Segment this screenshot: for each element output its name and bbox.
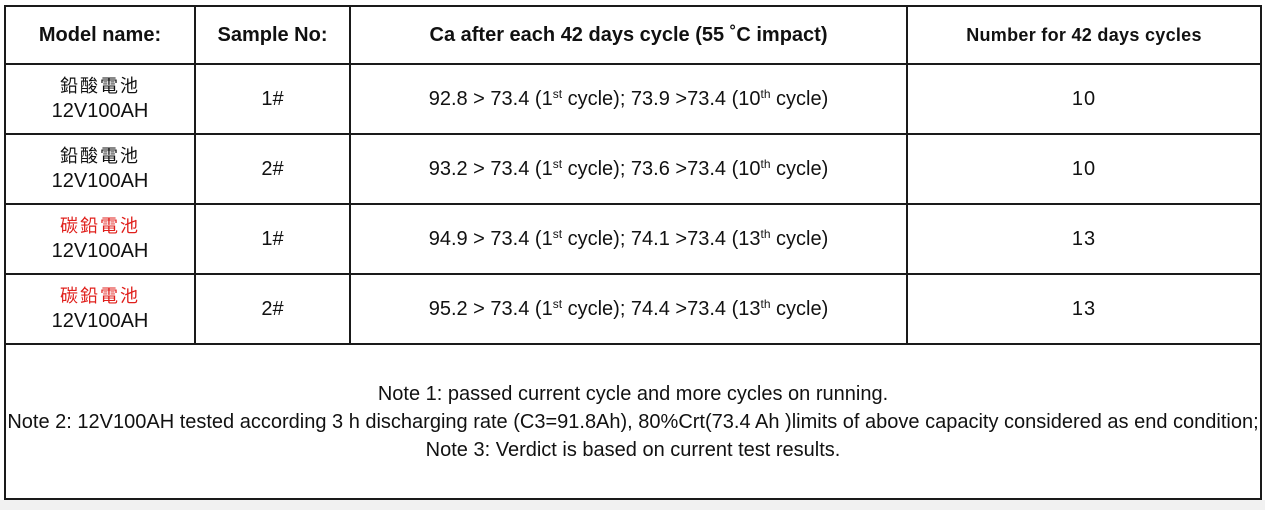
- header-cycle-count: Number for 42 days cycles: [906, 5, 1262, 65]
- notes-cell: Note 1: passed current cycle and more cy…: [4, 343, 1262, 500]
- ca-cell: 95.2 > 73.4 (1st cycle); 74.4 >73.4 (13t…: [349, 273, 908, 345]
- cycle-count-cell: 13: [906, 273, 1262, 345]
- table-row: 鉛酸電池 12V100AH 1# 92.8 > 73.4 (1st cycle)…: [4, 63, 1262, 135]
- sample-cell: 1#: [194, 203, 351, 275]
- model-spec: 12V100AH: [51, 100, 149, 122]
- header-model-name: Model name:: [4, 5, 196, 65]
- table-row: 碳鉛電池 12V100AH 1# 94.9 > 73.4 (1st cycle)…: [4, 203, 1262, 275]
- header-ca-cycle: Ca after each 42 days cycle (55 ˚C impac…: [349, 5, 908, 65]
- sample-cell: 2#: [194, 273, 351, 345]
- cycle-count-cell: 13: [906, 203, 1262, 275]
- ca-cell: 92.8 > 73.4 (1st cycle); 73.9 >73.4 (10t…: [349, 63, 908, 135]
- notes-row: Note 1: passed current cycle and more cy…: [4, 343, 1262, 500]
- cycle-count-cell: 10: [906, 63, 1262, 135]
- note-1: Note 1: passed current cycle and more cy…: [377, 382, 889, 405]
- model-chinese-name: 碳鉛電池: [60, 216, 140, 237]
- cycle-count-cell: 10: [906, 133, 1262, 205]
- sample-cell: 2#: [194, 133, 351, 205]
- model-chinese-name: 碳鉛電池: [60, 286, 140, 307]
- model-spec: 12V100AH: [51, 240, 149, 262]
- model-spec: 12V100AH: [51, 170, 149, 192]
- ca-cell: 94.9 > 73.4 (1st cycle); 74.1 >73.4 (13t…: [349, 203, 908, 275]
- model-chinese-name: 鉛酸電池: [60, 146, 140, 167]
- sample-cell: 1#: [194, 63, 351, 135]
- model-cell: 碳鉛電池 12V100AH: [4, 273, 196, 345]
- model-cell: 碳鉛電池 12V100AH: [4, 203, 196, 275]
- ca-cell: 93.2 > 73.4 (1st cycle); 73.6 >73.4 (10t…: [349, 133, 908, 205]
- model-chinese-name: 鉛酸電池: [60, 76, 140, 97]
- results-table: Model name: Sample No: Ca after each 42 …: [4, 5, 1262, 500]
- model-cell: 鉛酸電池 12V100AH: [4, 133, 196, 205]
- bottom-strip: [0, 500, 1265, 510]
- header-sample-no: Sample No:: [194, 5, 351, 65]
- note-3: Note 3: Verdict is based on current test…: [425, 438, 841, 461]
- model-cell: 鉛酸電池 12V100AH: [4, 63, 196, 135]
- table-row: 鉛酸電池 12V100AH 2# 93.2 > 73.4 (1st cycle)…: [4, 133, 1262, 205]
- note-2: Note 2: 12V100AH tested according 3 h di…: [7, 410, 1259, 433]
- model-spec: 12V100AH: [51, 310, 149, 332]
- table-row: 碳鉛電池 12V100AH 2# 95.2 > 73.4 (1st cycle)…: [4, 273, 1262, 345]
- header-row: Model name: Sample No: Ca after each 42 …: [4, 5, 1262, 65]
